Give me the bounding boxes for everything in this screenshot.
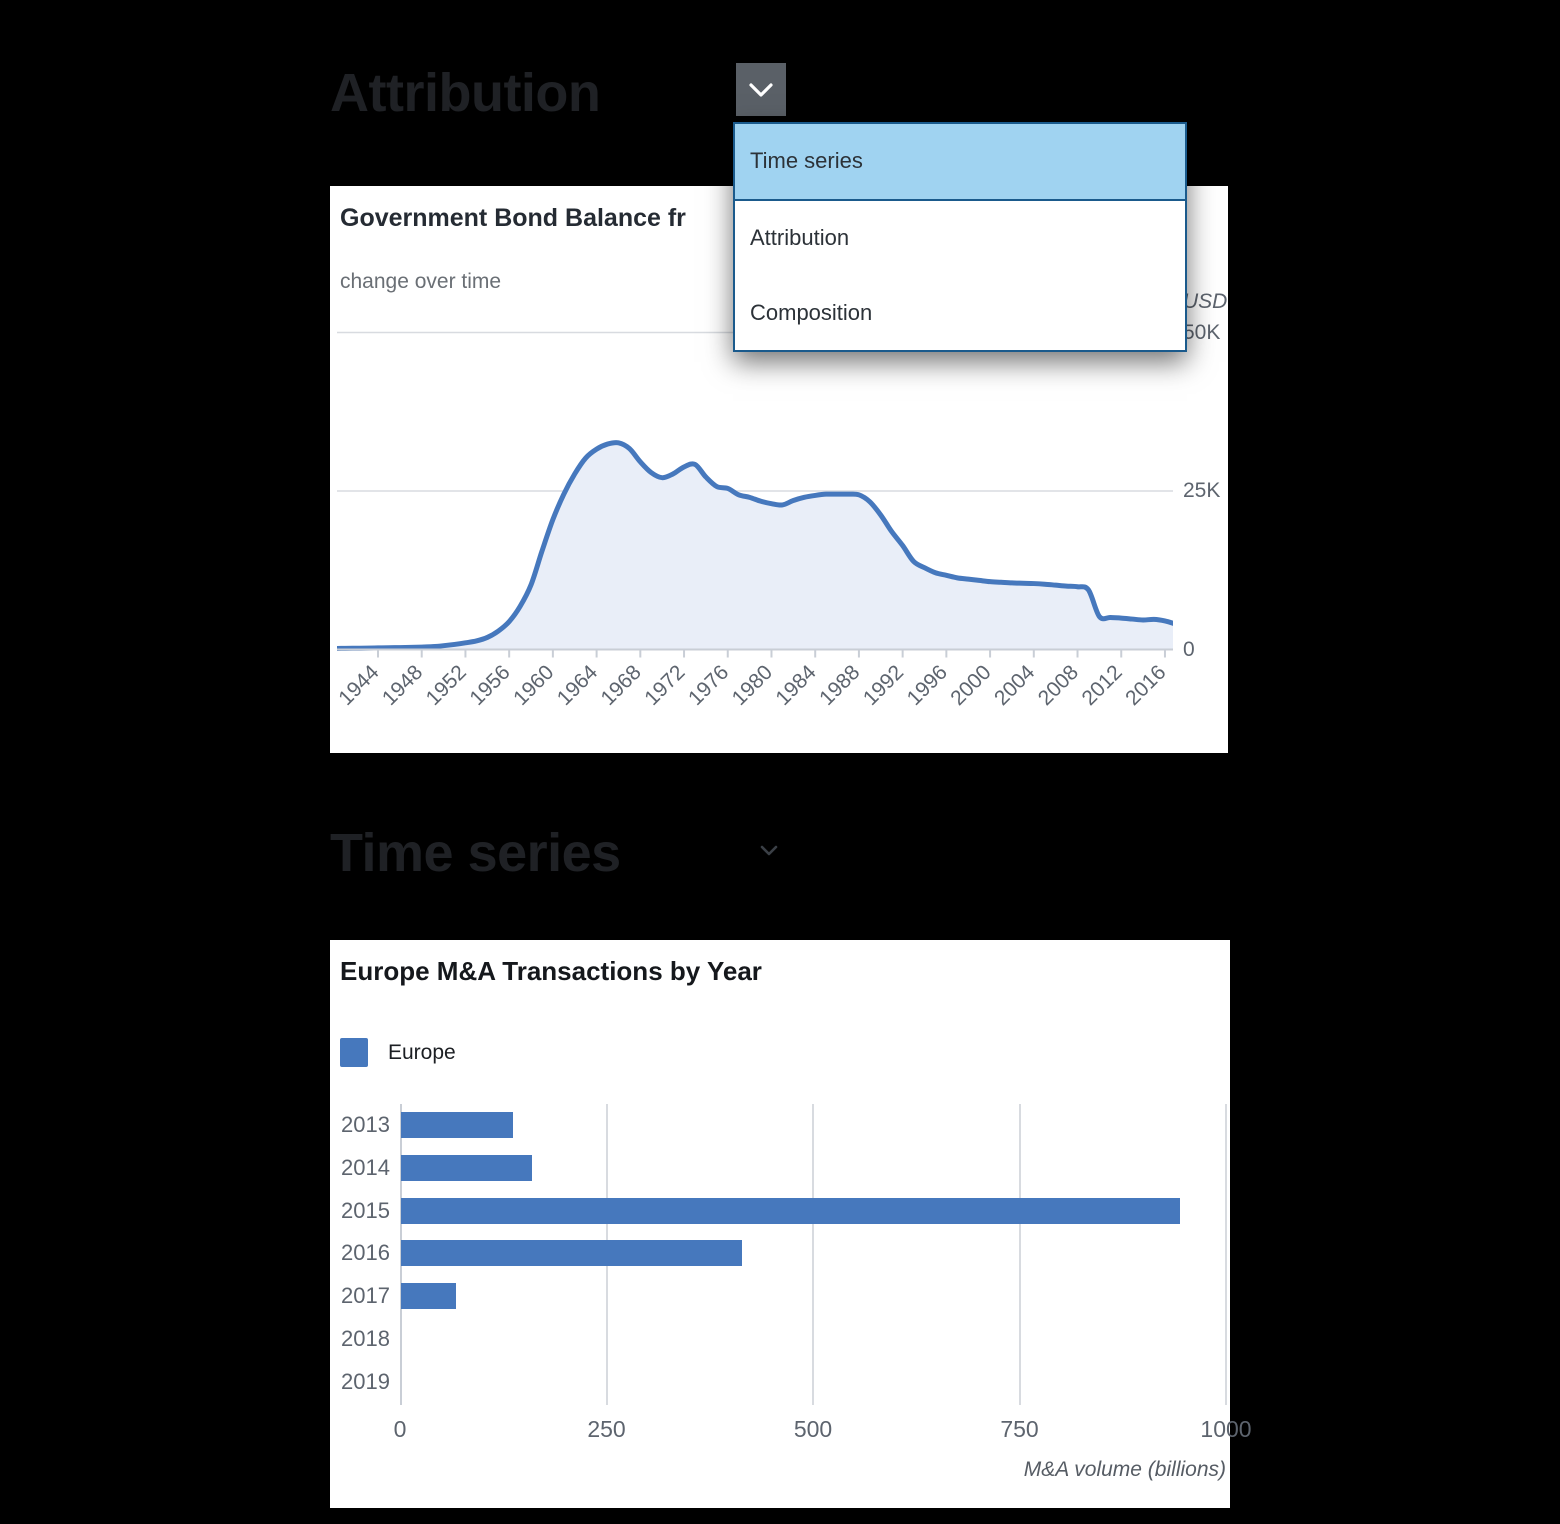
- area-line-series: [337, 440, 1173, 651]
- chart1-title: Government Bond Balance fr: [340, 204, 686, 232]
- time-series-heading: Time series: [330, 823, 621, 883]
- y-axis-unit-label: USD: [1183, 290, 1228, 313]
- x-axis-label: 1980: [728, 661, 777, 710]
- x-axis-label: 2004: [990, 661, 1040, 711]
- x-axis-label: 2008: [1034, 661, 1083, 710]
- y-axis-tick-label: 25K: [1183, 479, 1221, 502]
- x-axis-label: 1952: [422, 661, 471, 710]
- bar-2017: [401, 1283, 457, 1310]
- legend-swatch: [340, 1038, 368, 1067]
- chart2-title: Europe M&A Transactions by Year: [340, 956, 762, 986]
- category-label-2013: 2013: [341, 1112, 390, 1137]
- bar-2014: [401, 1154, 532, 1181]
- chevron-down-icon: [748, 82, 774, 98]
- x-axis-label: 2016: [1121, 661, 1170, 710]
- x-axis-label: 1960: [509, 661, 558, 710]
- category-label-2015: 2015: [341, 1197, 390, 1223]
- category-label-2019: 2019: [341, 1368, 390, 1394]
- x-axis-label: 1948: [378, 661, 427, 710]
- value-tick-label-750: 750: [1000, 1416, 1039, 1442]
- bar-2016: [401, 1240, 743, 1267]
- ma-transactions-card: Europe M&A Transactions by Year Europe 2…: [330, 940, 1252, 1508]
- x-axis-label: 1992: [859, 661, 908, 710]
- x-axis-label: 1996: [903, 661, 952, 710]
- x-axis-label: 2000: [946, 661, 995, 710]
- x-axis-label: 1944: [337, 661, 384, 711]
- value-tick-label-1000: 1000: [1200, 1416, 1252, 1442]
- chart1-subtitle: change over time: [340, 270, 502, 293]
- x-axis-label: 1984: [771, 661, 821, 711]
- gridline-1000: [1225, 1104, 1227, 1405]
- bond-balance-area-chart: 1944194819521956196019641968197219761980…: [337, 331, 1173, 711]
- area-fill: [337, 442, 1173, 650]
- attribution-heading: Attribution: [330, 63, 601, 123]
- value-tick-label-250: 250: [587, 1416, 626, 1442]
- chart2-axis-caption: M&A volume (billions): [1023, 1458, 1226, 1481]
- chart2-plot-area: [400, 1104, 1227, 1405]
- dropdown-item-composition[interactable]: Composition: [735, 275, 1185, 351]
- dropdown-item-attribution[interactable]: Attribution: [735, 200, 1185, 276]
- chevron-down-icon: [758, 844, 788, 858]
- x-axis-label: 1968: [597, 661, 646, 710]
- category-label-2014: 2014: [341, 1154, 390, 1180]
- value-tick-label-500: 500: [793, 1416, 833, 1442]
- x-axis-label: 1976: [684, 661, 733, 710]
- y-axis-tick-label: 0: [1183, 637, 1195, 661]
- category-label-2017: 2017: [341, 1283, 390, 1309]
- category-label-2018: 2018: [341, 1326, 390, 1351]
- bar-2013: [401, 1112, 513, 1138]
- y-axis-tick-label: 50K: [1183, 320, 1221, 344]
- section-dropdown-menu: Time series Attribution Composition: [733, 122, 1187, 352]
- x-axis-label: 1964: [553, 661, 603, 711]
- category-label-2016: 2016: [341, 1240, 390, 1266]
- x-axis-label: 2012: [1077, 661, 1126, 710]
- gridline-750: [1018, 1104, 1021, 1405]
- time-series-dropdown-button[interactable]: [758, 836, 788, 866]
- bar-2015: [401, 1197, 1180, 1224]
- section-dropdown-button[interactable]: [736, 63, 786, 116]
- x-axis-label: 1972: [640, 661, 689, 710]
- gridline-500: [812, 1104, 814, 1405]
- x-axis-label: 1988: [815, 661, 864, 710]
- x-axis-label: 1956: [465, 661, 514, 710]
- legend-label: Europe: [388, 1040, 456, 1064]
- chart2-legend: Europe: [340, 1038, 456, 1067]
- value-tick-label-0: 0: [393, 1416, 407, 1442]
- dropdown-item-time-series[interactable]: Time series: [735, 124, 1185, 201]
